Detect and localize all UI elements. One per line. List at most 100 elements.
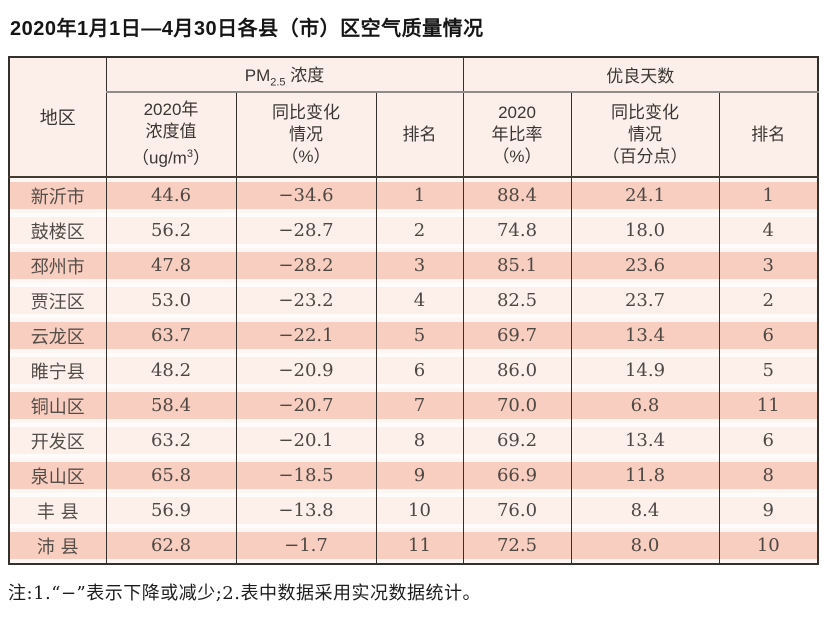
cell-region: 开发区 bbox=[8, 423, 107, 458]
cell-pm-rank: 10 bbox=[375, 493, 464, 528]
cell-pm-value: 53.0 bbox=[105, 283, 237, 318]
cell-pm-value: 63.7 bbox=[105, 318, 237, 353]
cell-region: 铜山区 bbox=[8, 388, 107, 423]
table-row: 丰 县 56.9 −13.8 10 76.0 8.4 9 bbox=[8, 493, 819, 528]
cell-days-rate: 82.5 bbox=[462, 283, 572, 318]
cell-pm-change: −1.7 bbox=[235, 528, 377, 564]
cell-days-rank: 8 bbox=[718, 458, 819, 493]
days-rate-line2: 年比率 bbox=[491, 124, 543, 144]
days-rate-line1: 2020 bbox=[498, 102, 536, 122]
table-row: 邳州市 47.8 −28.2 3 85.1 23.6 3 bbox=[8, 248, 819, 283]
cell-pm-change: −13.8 bbox=[235, 493, 377, 528]
days-rate-line3: （%） bbox=[492, 146, 542, 166]
cell-pm-rank: 7 bbox=[375, 388, 464, 423]
cell-pm-change: −34.6 bbox=[235, 177, 377, 213]
table-header: 地区 PM2.5 浓度 优良天数 2020年 浓度值 （ug/m3） 同比变化 … bbox=[8, 57, 819, 178]
cell-days-change: 8.0 bbox=[570, 528, 720, 564]
days-change-line3: （百分点） bbox=[602, 146, 688, 166]
cell-pm-rank: 6 bbox=[375, 353, 464, 388]
cell-region: 泉山区 bbox=[8, 458, 107, 493]
table-row: 鼓楼区 56.2 −28.7 2 74.8 18.0 4 bbox=[8, 213, 819, 248]
column-header-days-rate: 2020 年比率 （%） bbox=[462, 92, 572, 178]
cell-pm-change: −23.2 bbox=[235, 283, 377, 318]
cell-days-rank: 4 bbox=[718, 213, 819, 248]
cell-pm-rank: 11 bbox=[375, 528, 464, 564]
cell-region: 丰 县 bbox=[8, 493, 107, 528]
cell-pm-change: −20.7 bbox=[235, 388, 377, 423]
cell-pm-value: 48.2 bbox=[105, 353, 237, 388]
cell-pm-rank: 8 bbox=[375, 423, 464, 458]
cell-days-change: 18.0 bbox=[570, 213, 720, 248]
cell-region: 云龙区 bbox=[8, 318, 107, 353]
cell-region: 邳州市 bbox=[8, 248, 107, 283]
cell-days-rate: 86.0 bbox=[462, 353, 572, 388]
pm25-suffix: 浓度 bbox=[285, 65, 325, 85]
pm25-prefix: PM bbox=[244, 65, 271, 85]
pm-value-line1: 2020年 bbox=[143, 100, 199, 120]
cell-pm-rank: 1 bbox=[375, 177, 464, 213]
cell-days-rank: 5 bbox=[718, 353, 819, 388]
cell-days-change: 23.6 bbox=[570, 248, 720, 283]
cell-region: 沛 县 bbox=[8, 528, 107, 564]
cell-pm-value: 65.8 bbox=[105, 458, 237, 493]
cell-pm-change: −20.1 bbox=[235, 423, 377, 458]
page-title: 2020年1月1日—4月30日各县（市）区空气质量情况 bbox=[10, 18, 484, 40]
cell-days-rate: 85.1 bbox=[462, 248, 572, 283]
cell-pm-change: −22.1 bbox=[235, 318, 377, 353]
cell-region: 贾汪区 bbox=[8, 283, 107, 318]
table-row: 新沂市 44.6 −34.6 1 88.4 24.1 1 bbox=[8, 177, 819, 213]
table-row: 贾汪区 53.0 −23.2 4 82.5 23.7 2 bbox=[8, 283, 819, 318]
cell-days-rate: 88.4 bbox=[462, 177, 572, 213]
table-row: 云龙区 63.7 −22.1 5 69.7 13.4 6 bbox=[8, 318, 819, 353]
column-group-pm25: PM2.5 浓度 bbox=[105, 57, 464, 93]
cell-region: 新沂市 bbox=[8, 177, 107, 213]
cell-days-rank: 11 bbox=[718, 388, 819, 423]
cell-pm-change: −28.2 bbox=[235, 248, 377, 283]
column-header-pm-rank: 排名 bbox=[375, 92, 464, 178]
cell-days-change: 13.4 bbox=[570, 423, 720, 458]
cell-days-rate: 74.8 bbox=[462, 213, 572, 248]
pm-value-line3-close: ） bbox=[192, 148, 210, 168]
cell-pm-rank: 5 bbox=[375, 318, 464, 353]
cell-pm-rank: 2 bbox=[375, 213, 464, 248]
cell-days-rate: 72.5 bbox=[462, 528, 572, 564]
cell-pm-value: 44.6 bbox=[105, 177, 237, 213]
pm-value-line2: 浓度值 bbox=[145, 122, 197, 142]
cell-days-rank: 9 bbox=[718, 493, 819, 528]
cell-days-change: 6.8 bbox=[570, 388, 720, 423]
pm-change-line1: 同比变化 bbox=[272, 102, 340, 122]
pm-value-line3: （ug/m bbox=[132, 148, 187, 168]
cell-pm-value: 63.2 bbox=[105, 423, 237, 458]
cell-pm-change: −18.5 bbox=[235, 458, 377, 493]
header-sub-row: 2020年 浓度值 （ug/m3） 同比变化 情况 （%） 排名 2020 年比… bbox=[9, 92, 819, 178]
cell-days-rate: 70.0 bbox=[462, 388, 572, 423]
cell-pm-value: 56.9 bbox=[105, 493, 237, 528]
cell-days-rate: 69.7 bbox=[462, 318, 572, 353]
column-header-pm-change: 同比变化 情况 （%） bbox=[235, 92, 377, 178]
days-change-line1: 同比变化 bbox=[611, 102, 679, 122]
table-row: 铜山区 58.4 −20.7 7 70.0 6.8 11 bbox=[8, 388, 819, 423]
column-group-good-days: 优良天数 bbox=[462, 57, 819, 93]
cell-pm-value: 58.4 bbox=[105, 388, 237, 423]
cell-pm-value: 47.8 bbox=[105, 248, 237, 283]
cell-days-rank: 10 bbox=[718, 528, 819, 564]
pm25-subscript: 2.5 bbox=[270, 76, 286, 89]
cell-pm-change: −20.9 bbox=[235, 353, 377, 388]
column-header-days-rank: 排名 bbox=[718, 92, 819, 178]
column-header-region: 地区 bbox=[8, 57, 107, 178]
cell-region: 睢宁县 bbox=[8, 353, 107, 388]
pm-change-line2: 情况 bbox=[289, 124, 323, 144]
cell-days-change: 8.4 bbox=[570, 493, 720, 528]
table-row: 睢宁县 48.2 −20.9 6 86.0 14.9 5 bbox=[8, 353, 819, 388]
footnote: 注:1.“−”表示下降或减少;2.表中数据采用实况数据统计。 bbox=[8, 583, 481, 604]
cell-days-rank: 2 bbox=[718, 283, 819, 318]
cell-days-rank: 6 bbox=[718, 318, 819, 353]
column-header-days-change: 同比变化 情况 （百分点） bbox=[570, 92, 720, 178]
cell-days-change: 23.7 bbox=[570, 283, 720, 318]
table-body: 新沂市 44.6 −34.6 1 88.4 24.1 1 鼓楼区 56.2 −28.7 2 74.8 1… bbox=[8, 177, 819, 564]
cell-pm-value: 56.2 bbox=[105, 213, 237, 248]
cell-pm-change: −28.7 bbox=[235, 213, 377, 248]
days-change-line2: 情况 bbox=[628, 124, 662, 144]
column-header-pm-value: 2020年 浓度值 （ug/m3） bbox=[105, 92, 237, 178]
cell-days-change: 13.4 bbox=[570, 318, 720, 353]
